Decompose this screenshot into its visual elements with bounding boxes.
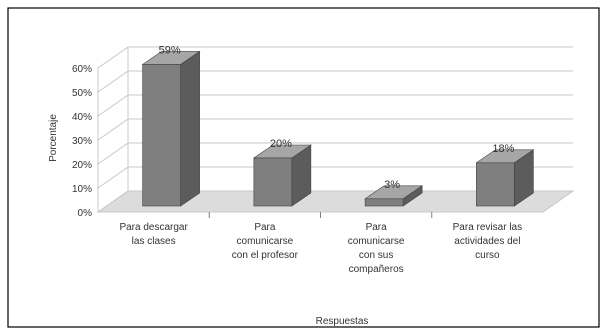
y-tick-label: 20% — [72, 160, 92, 171]
bars-layer — [141, 50, 535, 207]
x-tick-label-line: Para descargar — [119, 222, 188, 233]
x-tick-label-line: Para — [254, 222, 276, 233]
x-tick-label-line: las clases — [132, 236, 176, 247]
y-tick-label: 30% — [72, 136, 92, 147]
y-axis-title: Porcentaje — [48, 114, 59, 162]
data-label: 18% — [492, 143, 514, 155]
y-tick-label: 40% — [72, 112, 92, 123]
gridline-depth — [97, 94, 129, 117]
bar-front-face — [142, 64, 181, 207]
y-tick-label: 0% — [78, 208, 93, 219]
x-tick-label-line: actividades del — [454, 236, 520, 247]
x-tick-label-line: Para — [366, 222, 388, 233]
y-tick-label: 10% — [72, 184, 92, 195]
bar — [252, 144, 312, 207]
x-tick-label: Para comunicarse con sus compañeros — [348, 222, 405, 275]
gridline-depth — [97, 190, 129, 213]
data-label: 3% — [384, 179, 400, 191]
gridline-depth — [97, 46, 129, 69]
labels-layer: 0% 10% 20% 30% 40% 50% 60% 59% Para descargar las… — [72, 44, 522, 275]
bar — [141, 50, 201, 207]
bar-front-face — [364, 198, 404, 207]
gridline-depth — [97, 142, 129, 165]
x-axis-title: Respuestas — [316, 316, 369, 327]
x-tick-label-line: con sus — [359, 250, 393, 261]
bar-front-face — [253, 157, 293, 207]
x-tick-label-line: compañeros — [349, 264, 404, 275]
x-tick-label-line: comunicarse — [348, 236, 405, 247]
x-tick-label: Para comunicarse con el profesor — [232, 222, 299, 261]
data-label: 20% — [270, 138, 292, 150]
bar — [475, 149, 535, 207]
gridline-depth — [97, 118, 129, 141]
x-tick-label: Para revisar las actividades del curso — [453, 222, 522, 261]
gridline-depth — [97, 70, 129, 93]
x-tick-label-line: Para revisar las — [453, 222, 522, 233]
bar-side-face — [180, 50, 200, 207]
grid-layer — [96, 46, 575, 218]
bar-front-face — [476, 162, 515, 207]
x-tick-label-line: curso — [475, 250, 500, 261]
gridline-depth — [97, 166, 129, 189]
y-tick-label: 50% — [72, 88, 92, 99]
x-tick-label-line: con el profesor — [232, 250, 299, 261]
x-tick-label-line: comunicarse — [237, 236, 294, 247]
data-label: 59% — [159, 44, 181, 56]
bar — [364, 185, 424, 207]
y-tick-label: 60% — [72, 64, 92, 75]
x-tick-label: Para descargar las clases — [119, 222, 188, 247]
